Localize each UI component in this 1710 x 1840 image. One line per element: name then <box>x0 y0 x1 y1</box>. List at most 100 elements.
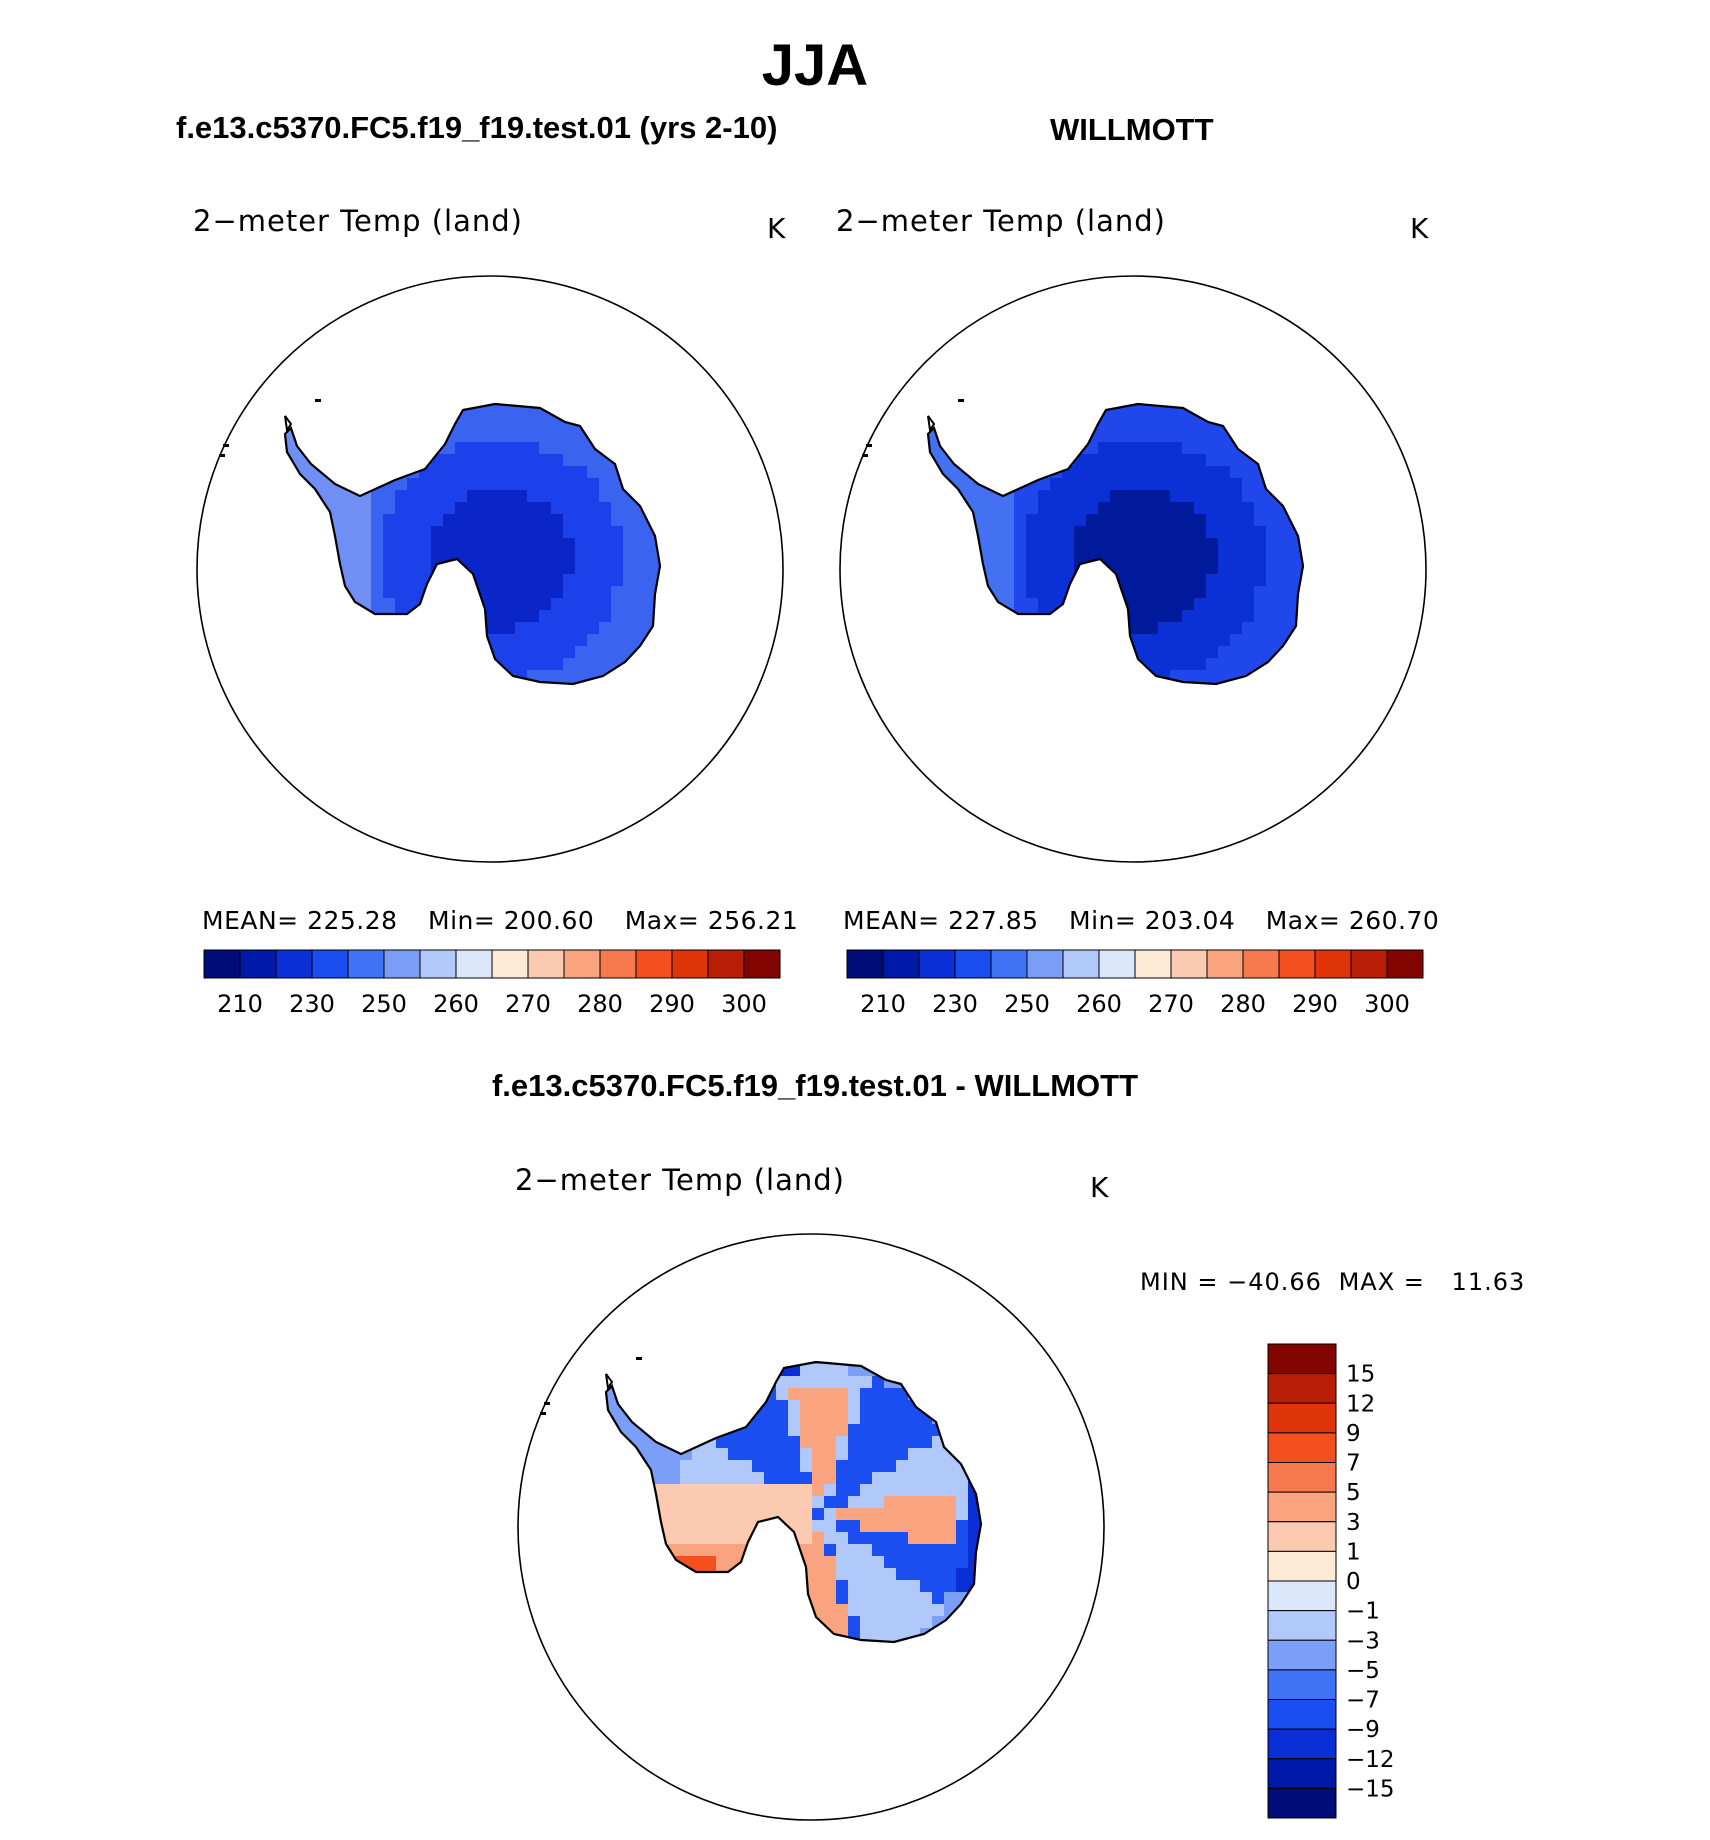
grid-cell <box>563 598 576 611</box>
grid-cell <box>968 1508 981 1521</box>
grid-cell <box>908 1472 921 1485</box>
grid-cell <box>611 490 624 503</box>
grid-cell <box>611 634 624 647</box>
grid-cell <box>371 574 384 587</box>
grid-cell <box>575 550 588 563</box>
grid-cell <box>1170 646 1183 659</box>
difference-heading: f.e13.c5370.FC5.f19_f19.test.01 - WILLMO… <box>491 1068 1139 1103</box>
grid-cell <box>848 1412 861 1425</box>
grid-cell <box>692 1520 705 1533</box>
grid-cell <box>563 646 576 659</box>
grid-cell <box>1182 442 1195 455</box>
grid-cell <box>860 1604 873 1617</box>
grid-cell <box>1134 430 1147 443</box>
grid-cell <box>527 454 540 467</box>
grid-cell <box>1242 466 1255 479</box>
grid-cell <box>503 406 516 419</box>
grid-cell <box>575 454 588 467</box>
grid-cell <box>491 538 504 551</box>
grid-cell <box>990 562 1003 575</box>
obs-colorbar: 210 230 250 260 270 280 290 300 <box>846 949 1424 1018</box>
grid-cell <box>587 598 600 611</box>
grid-cell <box>1014 514 1027 527</box>
grid-cell <box>491 526 504 539</box>
island-speck <box>958 399 964 402</box>
grid-cell <box>527 466 540 479</box>
grid-cell <box>932 1460 945 1473</box>
grid-cell <box>908 1496 921 1509</box>
grid-cell <box>419 550 432 563</box>
grid-cell <box>1206 586 1219 599</box>
grid-cell <box>1122 562 1135 575</box>
grid-cell <box>812 1424 825 1437</box>
grid-cell <box>920 1520 933 1533</box>
grid-cell <box>1014 502 1027 515</box>
grid-cell <box>407 574 420 587</box>
grid-cell <box>551 634 564 647</box>
grid-cell <box>539 646 552 659</box>
grid-cell <box>1062 562 1075 575</box>
grid-cell <box>1146 610 1159 623</box>
grid-cell <box>872 1520 885 1533</box>
grid-cell <box>1194 442 1207 455</box>
grid-cell <box>527 502 540 515</box>
grid-cell <box>611 550 624 563</box>
grid-cell <box>752 1460 765 1473</box>
grid-cell <box>908 1484 921 1497</box>
grid-cell <box>1098 490 1111 503</box>
grid-cell <box>335 502 348 515</box>
grid-cell <box>503 526 516 539</box>
grid-cell <box>443 442 456 455</box>
grid-cell <box>908 1568 921 1581</box>
grid-cell <box>503 454 516 467</box>
grid-cell <box>1158 610 1171 623</box>
grid-cell <box>479 418 492 431</box>
grid-cell <box>764 1412 777 1425</box>
grid-cell <box>1110 478 1123 491</box>
grid-cell <box>455 490 468 503</box>
grid-cell <box>848 1580 861 1593</box>
grid-cell <box>1230 502 1243 515</box>
grid-cell <box>1050 538 1063 551</box>
grid-cell <box>1074 526 1087 539</box>
grid-cell <box>587 514 600 527</box>
grid-cell <box>479 574 492 587</box>
grid-cell <box>503 586 516 599</box>
grid-cell <box>812 1460 825 1473</box>
grid-cell <box>503 610 516 623</box>
grid-cell <box>539 622 552 635</box>
grid-cell <box>1170 502 1183 515</box>
grid-cell <box>668 1496 681 1509</box>
obs-min-value: 203.04 <box>1144 906 1236 935</box>
grid-cell <box>575 586 588 599</box>
grid-cell <box>728 1436 741 1449</box>
grid-cell <box>575 646 588 659</box>
grid-cell <box>920 1448 933 1461</box>
grid-cell <box>956 1520 969 1533</box>
grid-cell <box>824 1544 837 1557</box>
grid-cell <box>788 1460 801 1473</box>
grid-cell <box>1062 550 1075 563</box>
island-speck <box>223 444 229 447</box>
grid-cell <box>491 562 504 575</box>
grid-cell <box>704 1520 717 1533</box>
grid-cell <box>623 622 636 635</box>
grid-cell <box>647 550 660 563</box>
grid-cell <box>1266 622 1279 635</box>
colorbar-tick-label: −5 <box>1346 1658 1380 1684</box>
grid-cell <box>1122 514 1135 527</box>
grid-cell <box>1218 526 1231 539</box>
grid-cell <box>908 1520 921 1533</box>
grid-cell <box>1002 562 1015 575</box>
grid-cell <box>1242 574 1255 587</box>
grid-cell <box>1110 514 1123 527</box>
grid-cell <box>551 442 564 455</box>
island-speck <box>540 1412 546 1415</box>
grid-cell <box>551 598 564 611</box>
grid-cell <box>575 490 588 503</box>
model-stats: MEAN= 225.28 Min= 200.60 Max= 256.21 <box>202 906 798 935</box>
grid-cell <box>1194 514 1207 527</box>
grid-cell <box>599 562 612 575</box>
grid-cell <box>467 538 480 551</box>
grid-cell <box>527 634 540 647</box>
